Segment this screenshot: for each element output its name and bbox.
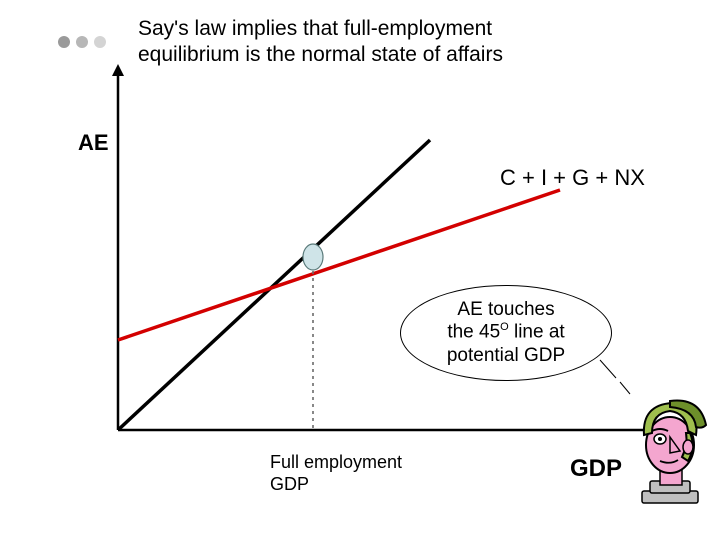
full-employment-label: Full employment GDP bbox=[270, 452, 402, 495]
bubble-line3: potential GDP bbox=[447, 345, 565, 366]
bubble-line2a: the 45 bbox=[447, 322, 500, 343]
callout-bubble: AE touches the 45O line at potential GDP bbox=[400, 285, 612, 381]
bubble-line2b: line at bbox=[509, 322, 565, 343]
full-emp-line1: Full employment bbox=[270, 452, 402, 472]
roman-head-icon bbox=[630, 395, 720, 515]
callout-text: AE touches the 45O line at potential GDP bbox=[415, 299, 597, 368]
bubble-line1: AE touches bbox=[457, 299, 554, 320]
full-emp-line2: GDP bbox=[270, 474, 309, 494]
x-axis-label: GDP bbox=[570, 455, 622, 483]
ae-line-label: C + I + G + NX bbox=[500, 165, 645, 191]
bubble-sup: O bbox=[500, 321, 509, 333]
y-axis-label: AE bbox=[78, 130, 109, 156]
